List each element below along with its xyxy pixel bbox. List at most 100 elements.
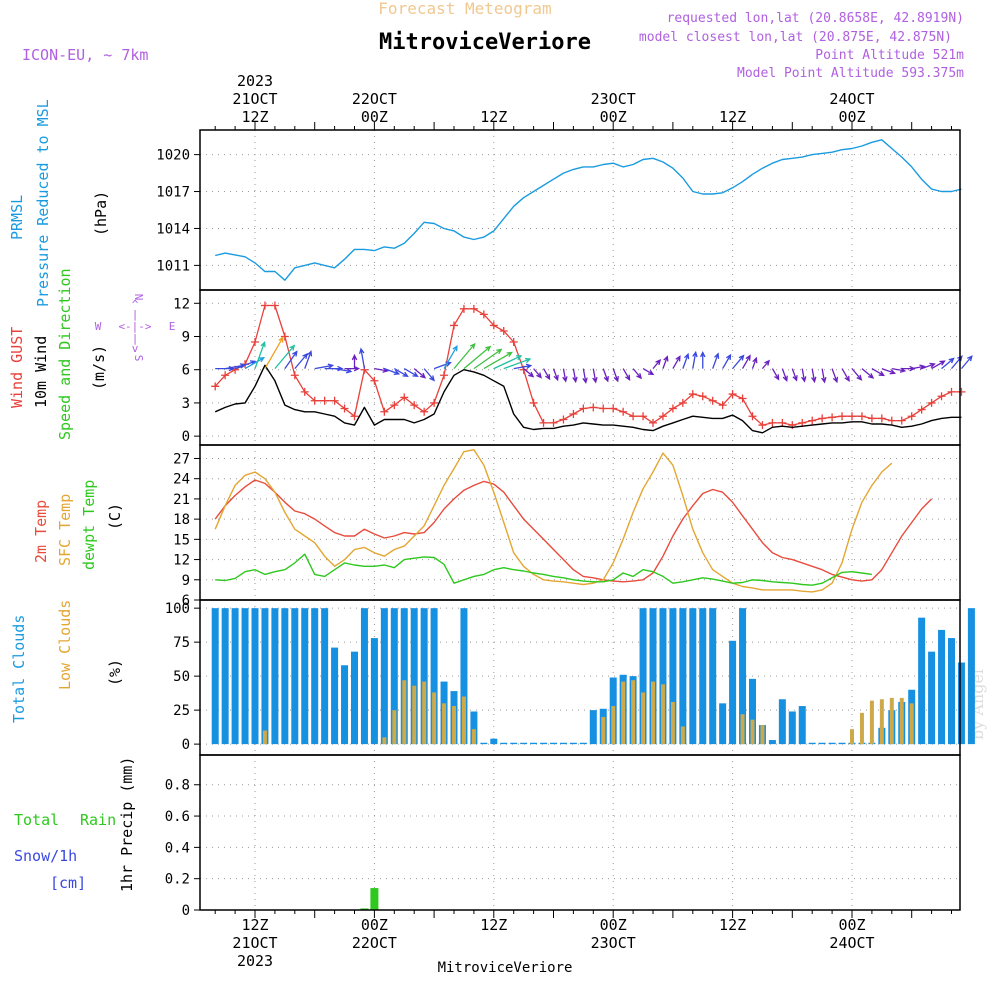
rain-label: Rain (80, 811, 116, 829)
wind-direction-arrow (413, 368, 427, 379)
closest-coords: model closest lon,lat (20.875E, 42.875N) (639, 30, 952, 45)
wind-direction-arrow (781, 368, 788, 383)
gust-marker (251, 338, 259, 347)
prmsl-line (215, 139, 962, 281)
total-cloud-bar (380, 608, 388, 745)
total-cloud-bar (559, 742, 567, 745)
compass-s-bar: | (132, 332, 139, 345)
low-cloud-bar (859, 712, 864, 745)
gust-marker (887, 416, 896, 425)
y-tick-label: 27 (173, 451, 190, 467)
point-altitude: Point Altitude 521m (815, 48, 964, 63)
total-cloud-bar (460, 608, 468, 745)
total-cloud-bar (818, 742, 826, 745)
total-cloud-bar (649, 608, 657, 745)
wind-direction-arrow (652, 358, 662, 370)
time-label-top: 12Z (480, 108, 507, 126)
gust-marker (828, 413, 837, 422)
total-cloud-bar (729, 640, 737, 745)
time-label-bottom: 12Z (241, 916, 268, 934)
wind-direction-arrow (931, 360, 946, 370)
wind-direction-arrow (941, 357, 955, 370)
wind-direction-arrow (960, 355, 973, 370)
time-label-top: 00Z (600, 108, 627, 126)
pressure-unit-label: (hPa) (92, 191, 110, 236)
total-cloud-bar (659, 608, 667, 745)
y-tick-label: 1011 (156, 258, 190, 274)
low-cloud-bar (750, 719, 755, 745)
wind-direction-arrow (612, 368, 619, 383)
snow-unit-label: [cm] (50, 874, 86, 892)
wind-direction-arrow (493, 355, 523, 370)
low-cloud-bar (422, 681, 427, 745)
wind-direction-arrow (761, 359, 771, 370)
wind-direction-arrow (722, 353, 732, 369)
time-label-bottom: 00Z (600, 916, 627, 934)
rain-bar (370, 888, 379, 910)
total-cloud-bar (231, 608, 239, 745)
total-cloud-bar (828, 742, 836, 745)
y-tick-label: 0.2 (165, 872, 190, 888)
time-label-bottom: 23OCT (591, 934, 636, 952)
wind-direction-arrow (851, 368, 863, 381)
gust-marker (280, 332, 289, 341)
low-clouds-label: Low Clouds (56, 600, 74, 690)
total-cloud-bar (520, 742, 528, 745)
time-label-top: 12Z (719, 108, 746, 126)
gust-marker (579, 404, 588, 413)
wind-direction-arrow (811, 368, 817, 384)
wind-direction-arrow (344, 365, 361, 372)
total-cloud-bar (967, 608, 975, 745)
y-tick-label: 9 (182, 330, 190, 346)
total-cloud-bar (211, 608, 219, 745)
low-cloud-bar (621, 681, 626, 745)
wind-10m-line (214, 364, 962, 434)
y-tick-label: 12 (173, 553, 190, 569)
low-cloud-bar (909, 703, 914, 745)
low-cloud-bar (382, 737, 387, 745)
gust-marker (609, 404, 618, 413)
y-tick-label: 12 (173, 296, 190, 312)
gust-marker (260, 301, 269, 310)
total-cloud-bar (699, 608, 707, 745)
compass-rose: N ^ | W <-|-> E | v S (95, 294, 176, 362)
low-cloud-bar (631, 680, 636, 745)
wind-direction-arrow (533, 368, 542, 379)
low-cloud-bar (660, 684, 665, 745)
total-cloud-bar (221, 608, 229, 745)
faded-title: Forecast Meteogram (378, 0, 551, 18)
gust-marker (877, 414, 886, 423)
panel-frame-1 (199, 289, 961, 446)
wind-direction-arrow (393, 368, 409, 378)
wind-direction-arrow (741, 354, 751, 369)
wind-direction-arrow (572, 368, 578, 384)
total-cloud-bar (579, 742, 587, 745)
wind-direction-arrow (274, 344, 296, 370)
time-label-bottom: 2023 (237, 952, 273, 970)
total-cloud-bar (510, 742, 518, 745)
wind-direction-arrow (523, 368, 535, 378)
gust-marker (619, 407, 628, 416)
wind-direction-arrow (384, 367, 401, 375)
gust-marker (768, 418, 777, 427)
gust-marker (320, 396, 329, 405)
total-cloud-bar (500, 742, 508, 745)
y-tick-label: 0.6 (165, 809, 190, 825)
wind-direction-arrow (542, 368, 551, 381)
y-tick-label: 50 (173, 669, 190, 685)
gust-marker (937, 392, 946, 401)
dewpt-line (215, 553, 872, 586)
gust-marker (668, 404, 677, 413)
wind-direction-arrow (751, 356, 758, 369)
wind-direction-arrow (351, 353, 358, 369)
gust-marker (718, 401, 727, 410)
wind-direction-arrow (831, 368, 839, 384)
panel-frames (199, 129, 961, 911)
gust-marker (300, 387, 309, 396)
panel-frame-4 (199, 754, 961, 911)
wind-direction-arrow (423, 368, 435, 382)
wind-direction-arrow (841, 368, 850, 383)
time-label-bottom: 00Z (361, 916, 388, 934)
y-tick-label: 1014 (156, 221, 190, 237)
y-tick-label: 25 (173, 703, 190, 719)
